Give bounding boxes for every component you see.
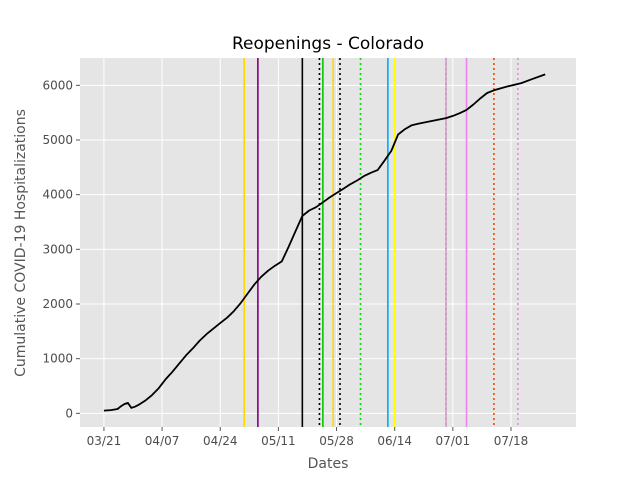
series-line — [103, 73, 546, 412]
y-tick-label: 0 — [65, 406, 73, 420]
y-axis-label: Cumulative COVID-19 Hospitalizations — [13, 109, 29, 377]
x-tick-label: 06/14 — [377, 434, 412, 448]
x-tick-label: 05/11 — [261, 434, 296, 448]
x-tick-label: 07/18 — [494, 434, 529, 448]
y-tick-label: 4000 — [42, 188, 73, 202]
x-tick-label: 04/24 — [203, 434, 238, 448]
y-axis-ticks: 0 1000 2000 3000 4000 5000 6000 — [42, 78, 80, 420]
x-tick-label: 03/21 — [87, 434, 122, 448]
chart-title: Reopenings - Colorado — [232, 34, 424, 54]
y-tick-label: 5000 — [42, 133, 73, 147]
reopening-lines — [243, 58, 519, 427]
y-tick-label: 3000 — [42, 242, 73, 256]
y-tick-label: 1000 — [42, 352, 73, 366]
x-tick-label: 05/28 — [319, 434, 354, 448]
x-axis-ticks: 03/21 04/07 04/24 05/11 05/28 06/14 07/01 07/18 — [87, 427, 529, 448]
x-tick-label: 04/07 — [145, 434, 180, 448]
x-tick-label: 07/01 — [436, 434, 471, 448]
plot-background — [80, 58, 576, 427]
series-layer — [103, 73, 546, 412]
y-tick-label: 2000 — [42, 297, 73, 311]
y-tick-label: 6000 — [42, 78, 73, 92]
x-axis-label: Dates — [308, 456, 349, 472]
